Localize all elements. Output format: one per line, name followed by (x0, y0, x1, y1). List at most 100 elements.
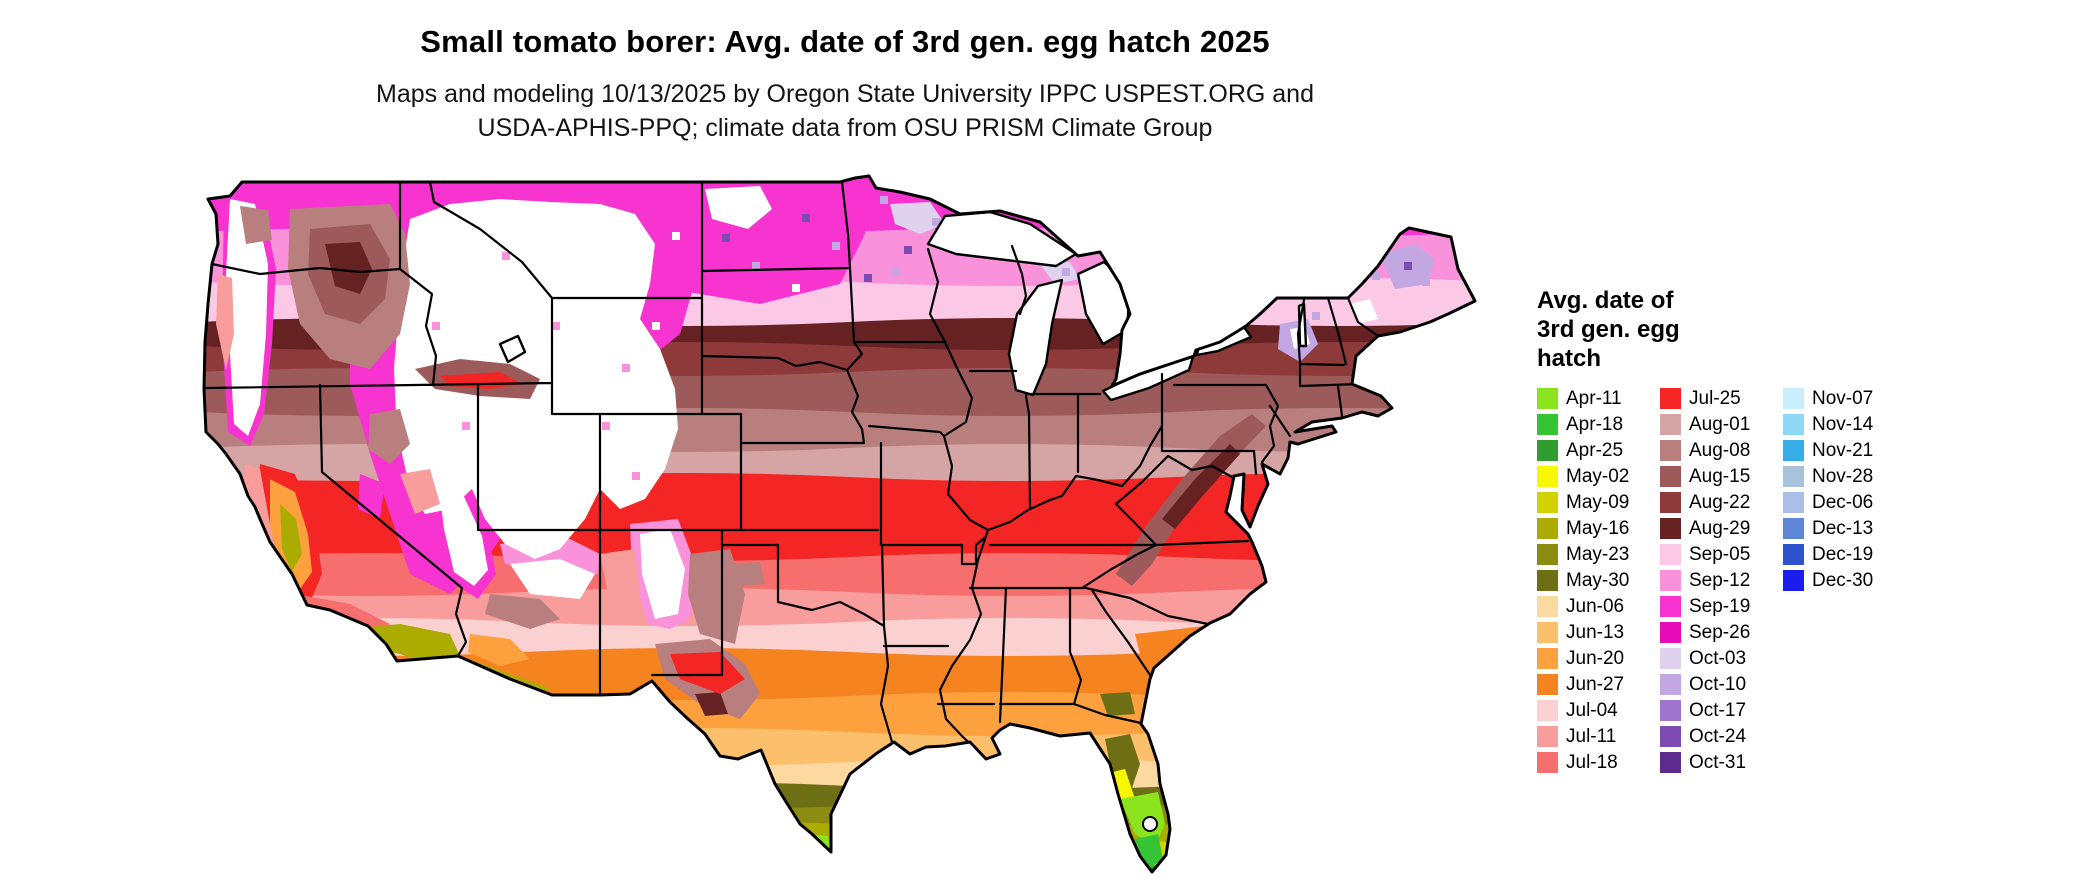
legend-label: Oct-24 (1689, 725, 1747, 747)
legend-label: Aug-15 (1689, 465, 1751, 487)
legend-label: Aug-01 (1689, 413, 1751, 435)
legend-color-swatch (1537, 466, 1558, 487)
us-outline (202, 174, 1477, 874)
legend-color-swatch (1537, 726, 1558, 747)
legend-item: Dec-30 (1783, 570, 1890, 591)
legend-item: Jun-27 (1537, 674, 1644, 695)
legend-color-swatch (1660, 466, 1681, 487)
desert-olive-regions (280, 504, 552, 694)
mid-brown-regions (240, 204, 765, 719)
legend-color-swatch (1537, 622, 1558, 643)
legend-item: Aug-29 (1660, 518, 1767, 539)
legend-item: Apr-11 (1537, 388, 1644, 409)
legend-label: Jul-11 (1566, 725, 1617, 747)
legend-color-swatch (1537, 752, 1558, 773)
legend-item: Nov-14 (1783, 414, 1890, 435)
legend-item: May-02 (1537, 466, 1644, 487)
chartreuse-patches (805, 792, 1165, 872)
band-may09 (204, 839, 1475, 872)
legend-color-swatch (1660, 596, 1681, 617)
legend-color-swatch (1783, 440, 1804, 461)
legend-label: Nov-14 (1812, 413, 1874, 435)
legend-item: May-30 (1537, 570, 1644, 591)
legend-item: Jun-06 (1537, 596, 1644, 617)
legend-title-line: Avg. date of (1537, 287, 1674, 314)
legend-label: Nov-07 (1812, 387, 1874, 409)
legend-label: Apr-11 (1566, 387, 1622, 409)
legend-item: Jul-04 (1537, 700, 1644, 721)
legend-label: Sep-26 (1689, 621, 1751, 643)
legend-item: Dec-19 (1783, 544, 1890, 565)
legend-item: Apr-25 (1537, 440, 1644, 461)
band-may16 (204, 821, 1475, 872)
legend-item: Sep-12 (1660, 570, 1767, 591)
legend-color-swatch (1660, 414, 1681, 435)
legend-item: Oct-31 (1660, 752, 1767, 773)
legend-color-swatch (1660, 492, 1681, 513)
band-jun20 (204, 692, 1475, 872)
legend-item: Oct-10 (1660, 674, 1767, 695)
legend-color-swatch (1660, 674, 1681, 695)
legend-item: Oct-17 (1660, 700, 1767, 721)
legend-item: Oct-03 (1660, 648, 1767, 669)
legend-color-swatch (1660, 518, 1681, 539)
legend-label: Jun-27 (1566, 673, 1625, 695)
legend-column: Nov-07 Nov-14 Nov-21 Nov-28 Dec-06 Dec-13 Dec-… (1783, 388, 1890, 778)
red-valley-regions (258, 372, 745, 694)
legend-label: Oct-31 (1689, 751, 1747, 773)
legend-color-swatch (1537, 492, 1558, 513)
us-map-container (200, 174, 1500, 884)
legend-item: Jun-20 (1537, 648, 1644, 669)
legend-item: May-16 (1537, 518, 1644, 539)
subtitle-line-2: USDA-APHIS-PPQ; climate data from OSU PR… (477, 114, 1213, 142)
legend-color-swatch (1783, 518, 1804, 539)
legend-panel: Avg. date of 3rd gen. egg hatch Apr-11 Ap… (1537, 286, 2097, 778)
legend-column: Apr-11 Apr-18 Apr-25 May-02 May-09 May-16 May-… (1537, 388, 1644, 778)
legend-color-swatch (1660, 648, 1681, 669)
legend-label: Apr-18 (1566, 413, 1624, 435)
legend-item: Dec-06 (1783, 492, 1890, 513)
legend-item: Sep-26 (1660, 622, 1767, 643)
legend-column: Jul-25 Aug-01 Aug-08 Aug-15 Aug-22 Aug-29 Sep-… (1660, 388, 1767, 778)
legend-label: Jun-20 (1566, 647, 1625, 669)
legend-color-swatch (1537, 414, 1558, 435)
legend-label: Jul-04 (1566, 699, 1618, 721)
legend-color-swatch (1660, 752, 1681, 773)
legend-item: Aug-15 (1660, 466, 1767, 487)
subtitle-line-1: Maps and modeling 10/13/2025 by Oregon S… (376, 80, 1314, 108)
legend-label: Oct-03 (1689, 647, 1747, 669)
legend-color-swatch (1660, 570, 1681, 591)
legend-label: Apr-25 (1566, 439, 1624, 461)
legend-color-swatch (1783, 544, 1804, 565)
legend-title-line: 3rd gen. egg (1537, 316, 1680, 343)
legend-color-swatch (1660, 544, 1681, 565)
legend-color-swatch (1660, 388, 1681, 409)
orange-valley-regions (270, 479, 530, 666)
legend-item: May-09 (1537, 492, 1644, 513)
legend-color-swatch (1783, 570, 1804, 591)
white-highland-spots (1290, 299, 1378, 349)
legend-label: May-23 (1566, 543, 1630, 565)
legend-color-swatch (1537, 648, 1558, 669)
legend-label: Dec-13 (1812, 517, 1874, 539)
legend-label: Jun-06 (1566, 595, 1625, 617)
band-apr25 (204, 864, 1475, 872)
legend-color-swatch (1783, 466, 1804, 487)
legend-color-swatch (1537, 388, 1558, 409)
legend-label: Aug-22 (1689, 491, 1751, 513)
legend-color-swatch (1537, 518, 1558, 539)
legend-columns: Apr-11 Apr-18 Apr-25 May-02 May-09 May-16 May-… (1537, 388, 2097, 778)
legend-item: Sep-19 (1660, 596, 1767, 617)
band-may02 (204, 854, 1475, 872)
legend-title-line: hatch (1537, 345, 1602, 372)
green-florida-tip (1135, 834, 1163, 868)
dark-olive-patches (1100, 692, 1140, 794)
legend-label: May-30 (1566, 569, 1630, 591)
legend-label: Jun-13 (1566, 621, 1625, 643)
legend-color-swatch (1537, 596, 1558, 617)
legend-label: Nov-21 (1812, 439, 1874, 461)
legend-item: Nov-28 (1783, 466, 1890, 487)
legend-color-swatch (1660, 440, 1681, 461)
legend-item: Dec-13 (1783, 518, 1890, 539)
legend-label: May-02 (1566, 465, 1630, 487)
